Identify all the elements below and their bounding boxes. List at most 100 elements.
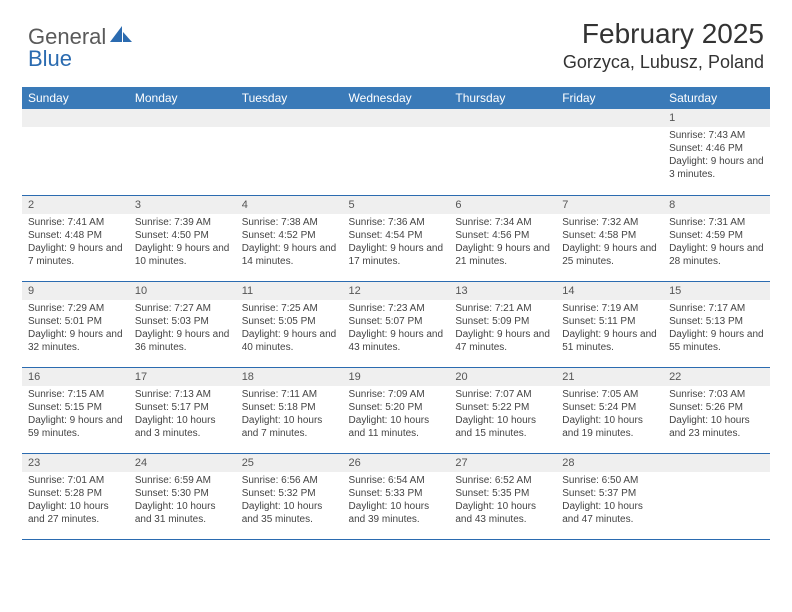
weekday-header: Saturday <box>663 87 770 109</box>
sunset-text: Sunset: 5:22 PM <box>455 401 550 414</box>
sunset-text: Sunset: 5:11 PM <box>562 315 657 328</box>
sunrise-text: Sunrise: 7:05 AM <box>562 388 657 401</box>
day-number <box>663 454 770 472</box>
sunset-text: Sunset: 5:05 PM <box>242 315 337 328</box>
day-number: 12 <box>343 282 450 300</box>
daylight-text: Daylight: 10 hours and 39 minutes. <box>349 500 444 526</box>
sunset-text: Sunset: 5:28 PM <box>28 487 123 500</box>
daylight-text: Daylight: 9 hours and 43 minutes. <box>349 328 444 354</box>
calendar-day-cell <box>449 109 556 195</box>
sunset-text: Sunset: 5:01 PM <box>28 315 123 328</box>
calendar-day-cell: 27Sunrise: 6:52 AMSunset: 5:35 PMDayligh… <box>449 453 556 539</box>
calendar-day-cell: 16Sunrise: 7:15 AMSunset: 5:15 PMDayligh… <box>22 367 129 453</box>
day-body: Sunrise: 6:59 AMSunset: 5:30 PMDaylight:… <box>129 472 236 530</box>
calendar-day-cell: 25Sunrise: 6:56 AMSunset: 5:32 PMDayligh… <box>236 453 343 539</box>
calendar-header-row: SundayMondayTuesdayWednesdayThursdayFrid… <box>22 87 770 109</box>
daylight-text: Daylight: 10 hours and 3 minutes. <box>135 414 230 440</box>
calendar-day-cell <box>236 109 343 195</box>
calendar-day-cell: 17Sunrise: 7:13 AMSunset: 5:17 PMDayligh… <box>129 367 236 453</box>
calendar-day-cell: 19Sunrise: 7:09 AMSunset: 5:20 PMDayligh… <box>343 367 450 453</box>
day-number: 23 <box>22 454 129 472</box>
day-body: Sunrise: 7:09 AMSunset: 5:20 PMDaylight:… <box>343 386 450 444</box>
day-number: 16 <box>22 368 129 386</box>
sunrise-text: Sunrise: 7:01 AM <box>28 474 123 487</box>
day-number <box>556 109 663 127</box>
day-number: 17 <box>129 368 236 386</box>
calendar-week-row: 23Sunrise: 7:01 AMSunset: 5:28 PMDayligh… <box>22 453 770 539</box>
day-number: 7 <box>556 196 663 214</box>
calendar-week-row: 1Sunrise: 7:43 AMSunset: 4:46 PMDaylight… <box>22 109 770 195</box>
day-body <box>236 127 343 133</box>
weekday-header: Friday <box>556 87 663 109</box>
day-body: Sunrise: 7:15 AMSunset: 5:15 PMDaylight:… <box>22 386 129 444</box>
calendar-day-cell: 1Sunrise: 7:43 AMSunset: 4:46 PMDaylight… <box>663 109 770 195</box>
sunrise-text: Sunrise: 7:27 AM <box>135 302 230 315</box>
day-number: 28 <box>556 454 663 472</box>
sunset-text: Sunset: 5:18 PM <box>242 401 337 414</box>
day-body: Sunrise: 6:56 AMSunset: 5:32 PMDaylight:… <box>236 472 343 530</box>
day-number: 14 <box>556 282 663 300</box>
day-number <box>129 109 236 127</box>
day-number: 11 <box>236 282 343 300</box>
day-body: Sunrise: 7:43 AMSunset: 4:46 PMDaylight:… <box>663 127 770 185</box>
month-title: February 2025 <box>563 18 764 50</box>
day-number: 20 <box>449 368 556 386</box>
sunset-text: Sunset: 4:59 PM <box>669 229 764 242</box>
day-body: Sunrise: 7:01 AMSunset: 5:28 PMDaylight:… <box>22 472 129 530</box>
calendar-day-cell <box>663 453 770 539</box>
day-number: 22 <box>663 368 770 386</box>
sunset-text: Sunset: 4:56 PM <box>455 229 550 242</box>
sunrise-text: Sunrise: 7:31 AM <box>669 216 764 229</box>
day-number: 10 <box>129 282 236 300</box>
calendar-day-cell: 18Sunrise: 7:11 AMSunset: 5:18 PMDayligh… <box>236 367 343 453</box>
day-body <box>663 472 770 478</box>
weekday-header: Wednesday <box>343 87 450 109</box>
day-body: Sunrise: 7:41 AMSunset: 4:48 PMDaylight:… <box>22 214 129 272</box>
sunrise-text: Sunrise: 7:29 AM <box>28 302 123 315</box>
calendar-day-cell: 10Sunrise: 7:27 AMSunset: 5:03 PMDayligh… <box>129 281 236 367</box>
day-body: Sunrise: 7:31 AMSunset: 4:59 PMDaylight:… <box>663 214 770 272</box>
day-number: 1 <box>663 109 770 127</box>
sunset-text: Sunset: 5:26 PM <box>669 401 764 414</box>
day-body <box>22 127 129 133</box>
day-body <box>556 127 663 133</box>
sunset-text: Sunset: 4:58 PM <box>562 229 657 242</box>
daylight-text: Daylight: 9 hours and 47 minutes. <box>455 328 550 354</box>
header: General February 2025 Gorzyca, Lubusz, P… <box>0 0 792 87</box>
day-body: Sunrise: 7:29 AMSunset: 5:01 PMDaylight:… <box>22 300 129 358</box>
daylight-text: Daylight: 9 hours and 28 minutes. <box>669 242 764 268</box>
weekday-header: Tuesday <box>236 87 343 109</box>
day-body: Sunrise: 7:23 AMSunset: 5:07 PMDaylight:… <box>343 300 450 358</box>
sunrise-text: Sunrise: 6:59 AM <box>135 474 230 487</box>
daylight-text: Daylight: 9 hours and 55 minutes. <box>669 328 764 354</box>
sunrise-text: Sunrise: 6:52 AM <box>455 474 550 487</box>
daylight-text: Daylight: 10 hours and 35 minutes. <box>242 500 337 526</box>
daylight-text: Daylight: 9 hours and 3 minutes. <box>669 155 764 181</box>
sunset-text: Sunset: 4:48 PM <box>28 229 123 242</box>
sunrise-text: Sunrise: 7:15 AM <box>28 388 123 401</box>
calendar-day-cell: 24Sunrise: 6:59 AMSunset: 5:30 PMDayligh… <box>129 453 236 539</box>
day-number: 8 <box>663 196 770 214</box>
day-number <box>449 109 556 127</box>
day-number: 4 <box>236 196 343 214</box>
title-block: February 2025 Gorzyca, Lubusz, Poland <box>563 18 764 79</box>
daylight-text: Daylight: 10 hours and 23 minutes. <box>669 414 764 440</box>
calendar-day-cell: 14Sunrise: 7:19 AMSunset: 5:11 PMDayligh… <box>556 281 663 367</box>
sunset-text: Sunset: 5:15 PM <box>28 401 123 414</box>
daylight-text: Daylight: 9 hours and 32 minutes. <box>28 328 123 354</box>
calendar-day-cell: 12Sunrise: 7:23 AMSunset: 5:07 PMDayligh… <box>343 281 450 367</box>
day-body: Sunrise: 6:54 AMSunset: 5:33 PMDaylight:… <box>343 472 450 530</box>
brand-word2: Blue <box>28 46 72 72</box>
day-body: Sunrise: 7:17 AMSunset: 5:13 PMDaylight:… <box>663 300 770 358</box>
daylight-text: Daylight: 10 hours and 27 minutes. <box>28 500 123 526</box>
daylight-text: Daylight: 9 hours and 51 minutes. <box>562 328 657 354</box>
day-number: 6 <box>449 196 556 214</box>
sunset-text: Sunset: 5:07 PM <box>349 315 444 328</box>
daylight-text: Daylight: 9 hours and 14 minutes. <box>242 242 337 268</box>
sunrise-text: Sunrise: 7:43 AM <box>669 129 764 142</box>
calendar-day-cell: 3Sunrise: 7:39 AMSunset: 4:50 PMDaylight… <box>129 195 236 281</box>
daylight-text: Daylight: 9 hours and 36 minutes. <box>135 328 230 354</box>
calendar-day-cell: 26Sunrise: 6:54 AMSunset: 5:33 PMDayligh… <box>343 453 450 539</box>
sunrise-text: Sunrise: 7:03 AM <box>669 388 764 401</box>
sunset-text: Sunset: 5:35 PM <box>455 487 550 500</box>
